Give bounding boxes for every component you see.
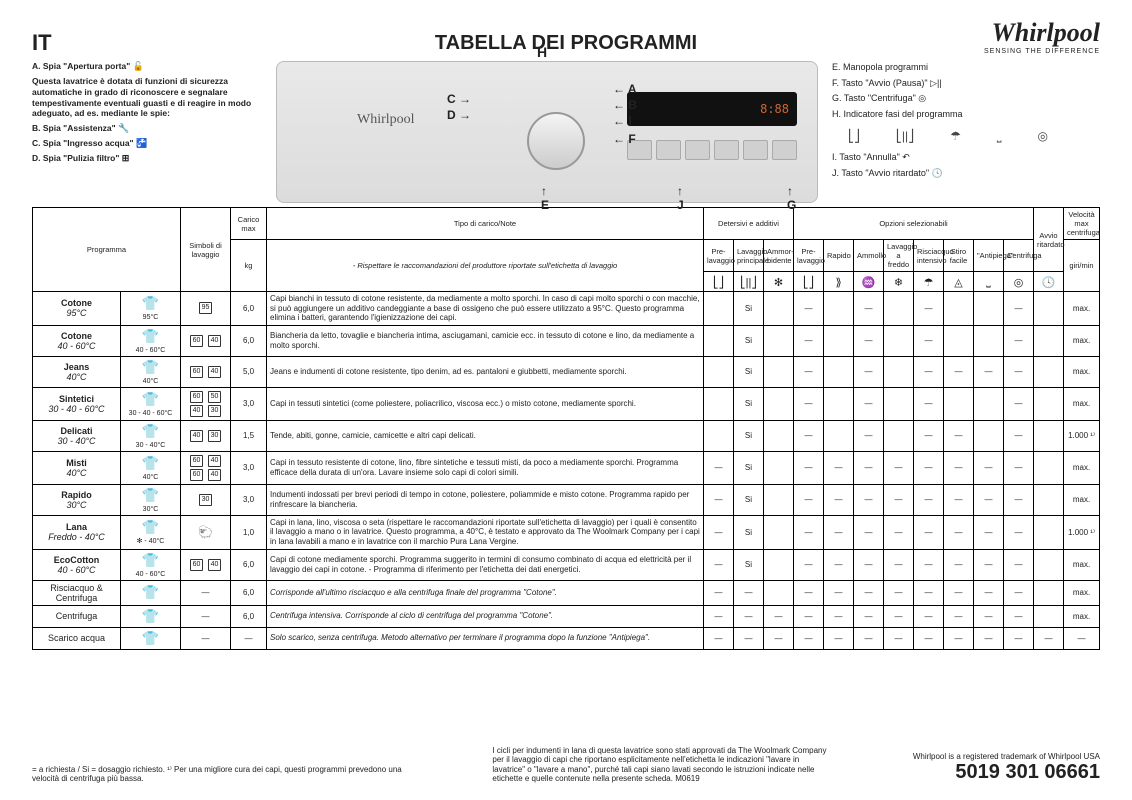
th-icon-opre: ⎣⎦ (794, 272, 824, 292)
legend-i: I. Tasto "Annulla" ↶ (832, 151, 1092, 165)
machine-brand: Whirlpool (357, 112, 415, 128)
th-carico: Carico max (231, 208, 267, 240)
th-detersivi: Detersivi e additivi (703, 208, 793, 240)
phase-icons-row: ⎣⎦⎣||⎦☂⎵◎ (848, 127, 1048, 145)
program-dial (527, 112, 585, 170)
th-icon-oamm: ♒ (854, 272, 884, 292)
label-g: ↑G (787, 184, 796, 212)
th-icon-oant: ⎵ (974, 272, 1004, 292)
label-a: ← A (613, 82, 637, 96)
label-h: H (537, 44, 547, 60)
footer-trademark: Whirlpool is a registered trademark of W… (913, 752, 1100, 761)
label-c: C → (447, 92, 471, 106)
programs-table: Programma Simboli di lavaggio Carico max… (32, 207, 1100, 650)
brand-name: Whirlpool (984, 18, 1100, 48)
legend-b: B. Spia "Assistenza" 🔧 (32, 123, 262, 134)
table-row: Rapido30°C👕30°C303,0Indumenti indossati … (33, 484, 1100, 515)
table-row: EcoCotton40 - 60°C👕40 - 60°C60 406,0Capi… (33, 549, 1100, 580)
table-row: LanaFreddo - 40°C👕✻ - 40°C🐑1,0Capi in la… (33, 515, 1100, 549)
button-row (627, 140, 797, 160)
table-header: Programma Simboli di lavaggio Carico max… (33, 208, 1100, 292)
legend-c: C. Spia "Ingresso acqua" 🚰 (32, 138, 262, 149)
th-icon-damm: ✻ (763, 272, 793, 292)
label-i: ← I (613, 114, 632, 128)
table-body: Cotone95°C👕95°C956,0Capi bianchi in tess… (33, 292, 1100, 650)
label-e: ↑E (541, 184, 549, 212)
language-code: IT (32, 30, 52, 56)
table-row: Sintetici30 - 40 - 60°C👕30 - 40 - 60°C60… (33, 387, 1100, 420)
right-legend: E. Manopola programmi F. Tasto "Avvio (P… (832, 61, 1092, 182)
table-row: Scarico acqua👕——Solo scarico, senza cent… (33, 627, 1100, 649)
th-avvio: Avvio ritardato (1034, 208, 1064, 272)
th-d-princ: Lavaggio principale (733, 240, 763, 272)
th-o-rapido: Rapido (824, 240, 854, 272)
th-o-anti: "Antipiega" (974, 240, 1004, 272)
th-tipo-sub: - Rispettare le raccomandazioni del prod… (267, 240, 704, 292)
legend-d: D. Spia "Pulizia filtro" ⊞ (32, 153, 262, 164)
brand-tagline: SENSING THE DIFFERENCE (984, 48, 1100, 55)
th-icon-osti: ◬ (944, 272, 974, 292)
footer-left: = a richiesta / Si = dosaggio richiesto.… (32, 765, 412, 784)
footer-code: 5019 301 06661 (913, 761, 1100, 784)
legend-f: F. Tasto "Avvio (Pausa)" ▷|| (832, 77, 1092, 91)
label-j: ↑J (677, 184, 684, 212)
table-row: Cotone40 - 60°C👕40 - 60°C60 406,0Bianche… (33, 325, 1100, 356)
machine-panel-diagram: H Whirlpool 8:88 C → D → ↑E ← A ← B ← I … (276, 61, 818, 203)
th-o-freddo: Lavaggio a freddo (884, 240, 914, 272)
th-icon-ocen: ◎ (1004, 272, 1034, 292)
footer-center: I cicli per indumenti in lana di questa … (492, 746, 832, 784)
th-o-cent: Centrifuga (1004, 240, 1034, 272)
table-row: Delicati30 - 40°C👕30 - 40°C40 301,5Tende… (33, 420, 1100, 451)
th-o-risc: Risciacquo intensivo (914, 240, 944, 272)
th-o-ammollo: Ammollo (854, 240, 884, 272)
legend-a: A. Spia "Apertura porta" 🔓 (32, 61, 262, 72)
legend-h: H. Indicatore fasi del programma (832, 108, 1092, 122)
legend-j: J. Tasto "Avvio ritardato" 🕓 (832, 167, 1092, 181)
footer: = a richiesta / Si = dosaggio richiesto.… (32, 746, 1100, 784)
table-row: Cotone95°C👕95°C956,0Capi bianchi in tess… (33, 292, 1100, 326)
th-o-stiro: Stiro facile (944, 240, 974, 272)
table-row: Misti40°C👕40°C60 40 60 403,0Capi in tess… (33, 451, 1100, 484)
label-f: ← F (613, 132, 636, 146)
th-simboli: Simboli di lavaggio (181, 208, 231, 292)
th-icon-ofre: ❄ (884, 272, 914, 292)
footer-right: Whirlpool is a registered trademark of W… (913, 752, 1100, 784)
th-icon-dprinc: ⎣||⎦ (733, 272, 763, 292)
th-tipo: Tipo di carico/Note (267, 208, 704, 240)
label-b: ← B (613, 98, 637, 112)
th-giri: giri/min (1064, 240, 1100, 292)
th-kg: kg (231, 240, 267, 292)
th-d-amm: Ammor-bidente (763, 240, 793, 272)
th-d-pre: Pre-lavaggio (703, 240, 733, 272)
left-legend: A. Spia "Apertura porta" 🔓 Questa lavatr… (32, 61, 262, 169)
display-panel: 8:88 (627, 92, 797, 126)
th-programma: Programma (33, 208, 181, 292)
label-d: D → (447, 108, 471, 122)
th-icon-dpre: ⎣⎦ (703, 272, 733, 292)
table-row: Risciacquo & Centrifuga👕—6,0Corrisponde … (33, 580, 1100, 605)
th-icon-oris: ☂ (914, 272, 944, 292)
table-row: Jeans40°C👕40°C60 405,0Jeans e indumenti … (33, 356, 1100, 387)
th-opzioni: Opzioni selezionabili (794, 208, 1034, 240)
th-o-pre: Pre-lavaggio (794, 240, 824, 272)
th-icon-orap: ⟫ (824, 272, 854, 292)
table-row: Centrifuga👕—6,0Centrifuga intensiva. Cor… (33, 605, 1100, 627)
legend-intro: Questa lavatrice è dotata di funzioni di… (32, 76, 262, 119)
legend-g: G. Tasto "Centrifuga" ◎ (832, 92, 1092, 106)
page-title: TABELLA DEI PROGRAMMI (32, 32, 1100, 55)
legend-e: E. Manopola programmi (832, 61, 1092, 75)
th-icon-avvio: 🕓 (1034, 272, 1064, 292)
th-vel: Velocità max centrifuga (1064, 208, 1100, 240)
display-text: 8:88 (760, 102, 789, 116)
brand-logo: Whirlpool SENSING THE DIFFERENCE (984, 18, 1100, 55)
